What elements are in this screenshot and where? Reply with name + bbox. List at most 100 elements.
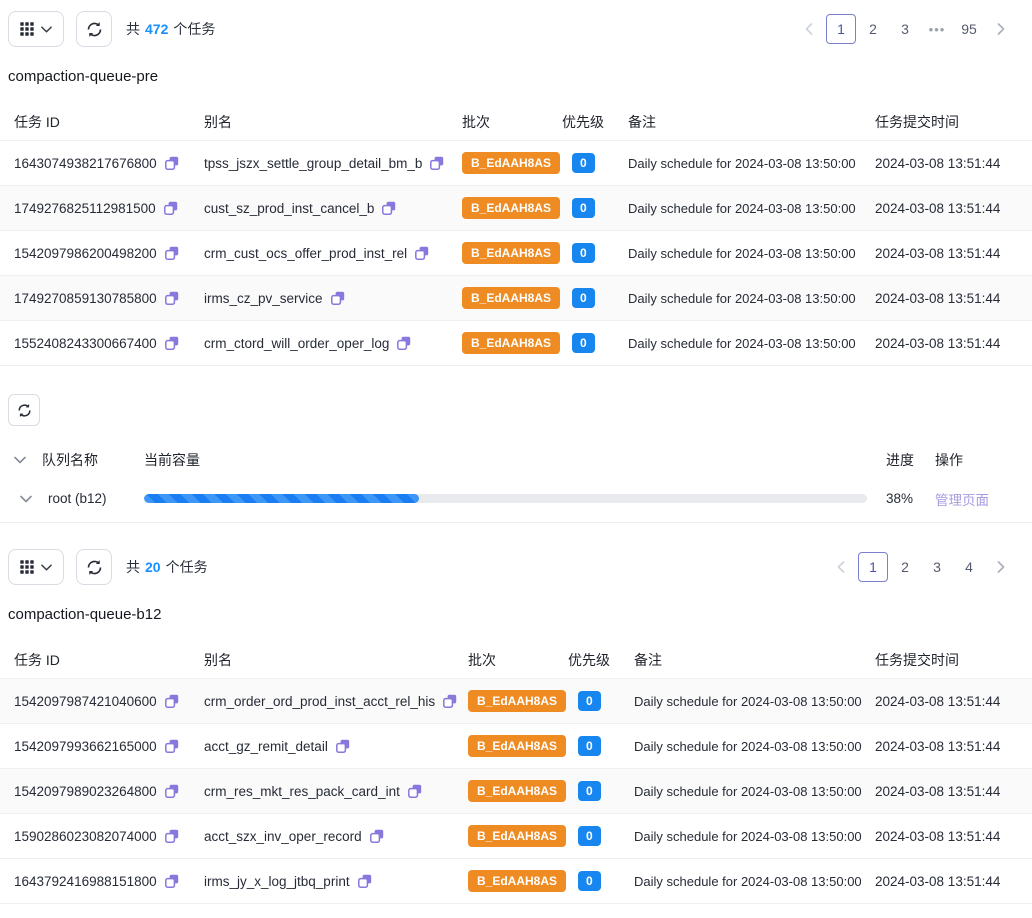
remark-text: Daily schedule for 2024-03-08 13:50:00 xyxy=(634,738,862,754)
remark-text: Daily schedule for 2024-03-08 13:50:00 xyxy=(634,693,862,709)
copy-icon[interactable] xyxy=(165,739,179,753)
table-row: 1542097989023264800 crm_res_mkt_res_pack… xyxy=(0,769,1032,814)
copy-icon[interactable] xyxy=(165,694,179,708)
task-table-pre: 任务 ID 别名 批次 优先级 备注 任务提交时间 16430749382176… xyxy=(0,104,1032,366)
copy-icon[interactable] xyxy=(382,201,396,215)
page-button-2[interactable]: 2 xyxy=(858,14,888,44)
col-header-queue-name: 队列名称 xyxy=(42,452,98,468)
page-button-1[interactable]: 1 xyxy=(858,552,888,582)
copy-icon[interactable] xyxy=(165,336,179,350)
refresh-button[interactable] xyxy=(76,11,112,47)
refresh-button[interactable] xyxy=(76,549,112,585)
copy-icon[interactable] xyxy=(358,874,372,888)
pagination-prev-button[interactable] xyxy=(794,14,824,44)
remark-text: Daily schedule for 2024-03-08 13:50:00 xyxy=(634,873,862,889)
submit-time: 2024-03-08 13:51:44 xyxy=(875,783,1001,799)
col-header-remark: 备注 xyxy=(628,114,656,130)
col-header-progress: 进度 xyxy=(886,452,914,468)
task-queue-page: 共 472 个任务 1 2 3 ••• 95 compaction-queue-pr… xyxy=(0,10,1032,918)
manage-page-link[interactable]: 管理页面 xyxy=(935,492,989,508)
batch-badge: B_EdAAH8AS xyxy=(462,151,561,175)
page-button-2[interactable]: 2 xyxy=(890,552,920,582)
submit-time: 2024-03-08 13:51:44 xyxy=(875,828,1001,844)
queue-panel-toolbar xyxy=(0,394,1032,426)
copy-icon[interactable] xyxy=(408,784,422,798)
priority-badge: 0 xyxy=(572,332,595,354)
copy-icon[interactable] xyxy=(331,291,345,305)
col-header-alias: 别名 xyxy=(204,652,232,668)
page-button-3[interactable]: 3 xyxy=(890,14,920,44)
task-count-text: 共 472 个任务 xyxy=(126,19,215,39)
priority-badge: 0 xyxy=(578,690,601,712)
priority-badge: 0 xyxy=(572,152,595,174)
remark-text: Daily schedule for 2024-03-08 13:50:00 xyxy=(628,200,856,216)
pagination-next-button[interactable] xyxy=(986,552,1016,582)
chevron-down-icon xyxy=(41,26,52,33)
chevron-down-icon[interactable] xyxy=(20,495,32,503)
batch-badge: B_EdAAH8AS xyxy=(468,869,567,893)
table-row: 1552408243300667400 crm_ctord_will_order… xyxy=(0,321,1032,366)
priority-badge: 0 xyxy=(578,825,601,847)
task-id: 1542097989023264800 xyxy=(14,783,157,799)
pagination-b12: 1 2 3 4 xyxy=(826,552,1016,582)
copy-icon[interactable] xyxy=(443,694,457,708)
refresh-queues-button[interactable] xyxy=(8,394,40,426)
copy-icon[interactable] xyxy=(165,874,179,888)
page-button-95[interactable]: 95 xyxy=(954,14,984,44)
copy-icon[interactable] xyxy=(165,291,179,305)
task-alias: irms_cz_pv_service xyxy=(204,290,323,306)
task-alias: cust_sz_prod_inst_cancel_b xyxy=(204,200,375,216)
copy-icon[interactable] xyxy=(165,829,179,843)
col-header-submitted: 任务提交时间 xyxy=(875,114,959,130)
copy-icon[interactable] xyxy=(165,156,179,170)
task-alias: crm_order_ord_prod_inst_acct_rel_his xyxy=(204,693,436,709)
col-header-capacity: 当前容量 xyxy=(144,452,200,468)
submit-time: 2024-03-08 13:51:44 xyxy=(875,155,1001,171)
task-id: 1542097986200498200 xyxy=(14,245,157,261)
copy-icon[interactable] xyxy=(430,156,444,170)
count-prefix: 共 xyxy=(126,559,140,575)
pagination-prev-button[interactable] xyxy=(826,552,856,582)
page-button-3[interactable]: 3 xyxy=(922,552,952,582)
copy-icon[interactable] xyxy=(165,784,179,798)
page-ellipsis[interactable]: ••• xyxy=(922,14,952,44)
queue-capacity-header: 队列名称 当前容量 进度 操作 xyxy=(0,445,1032,475)
task-id: 1643074938217676800 xyxy=(14,155,157,171)
task-table-b12: 任务 ID 别名 批次 优先级 备注 任务提交时间 15420979874210… xyxy=(0,642,1032,904)
grid-icon xyxy=(20,22,34,36)
pagination-next-button[interactable] xyxy=(986,14,1016,44)
view-options-dropdown-button[interactable] xyxy=(8,11,64,47)
task-alias: irms_jy_x_log_jtbq_print xyxy=(204,873,350,889)
copy-icon[interactable] xyxy=(370,829,384,843)
chevron-left-icon xyxy=(837,561,845,573)
task-alias: tpss_jszx_settle_group_detail_bm_b xyxy=(204,155,423,171)
toolbar-pre: 共 472 个任务 1 2 3 ••• 95 xyxy=(0,10,1032,48)
table-row: 1749270859130785800 irms_cz_pv_service B… xyxy=(0,276,1032,321)
copy-icon[interactable] xyxy=(336,739,350,753)
copy-icon[interactable] xyxy=(415,246,429,260)
col-header-task-id: 任务 ID xyxy=(14,114,60,130)
chevron-down-icon[interactable] xyxy=(14,456,26,464)
submit-time: 2024-03-08 13:51:44 xyxy=(875,335,1001,351)
page-button-4[interactable]: 4 xyxy=(954,552,984,582)
count-suffix: 个任务 xyxy=(165,559,208,575)
table-row: 1749276825112981500 cust_sz_prod_inst_ca… xyxy=(0,186,1032,231)
priority-badge: 0 xyxy=(572,242,595,264)
page-button-1[interactable]: 1 xyxy=(826,14,856,44)
count-prefix: 共 xyxy=(126,21,140,37)
priority-badge: 0 xyxy=(572,197,595,219)
remark-text: Daily schedule for 2024-03-08 13:50:00 xyxy=(628,290,856,306)
pagination-pre: 1 2 3 ••• 95 xyxy=(794,14,1016,44)
copy-icon[interactable] xyxy=(165,246,179,260)
priority-badge: 0 xyxy=(578,780,601,802)
col-header-priority: 优先级 xyxy=(568,652,610,668)
copy-icon[interactable] xyxy=(164,201,178,215)
task-id: 1542097987421040600 xyxy=(14,693,157,709)
table-row: 1542097986200498200 crm_cust_ocs_offer_p… xyxy=(0,231,1032,276)
task-alias: acct_szx_inv_oper_record xyxy=(204,828,362,844)
copy-icon[interactable] xyxy=(397,336,411,350)
submit-time: 2024-03-08 13:51:44 xyxy=(875,738,1001,754)
view-options-dropdown-button[interactable] xyxy=(8,549,64,585)
batch-badge: B_EdAAH8AS xyxy=(462,241,561,265)
task-id: 1552408243300667400 xyxy=(14,335,157,351)
